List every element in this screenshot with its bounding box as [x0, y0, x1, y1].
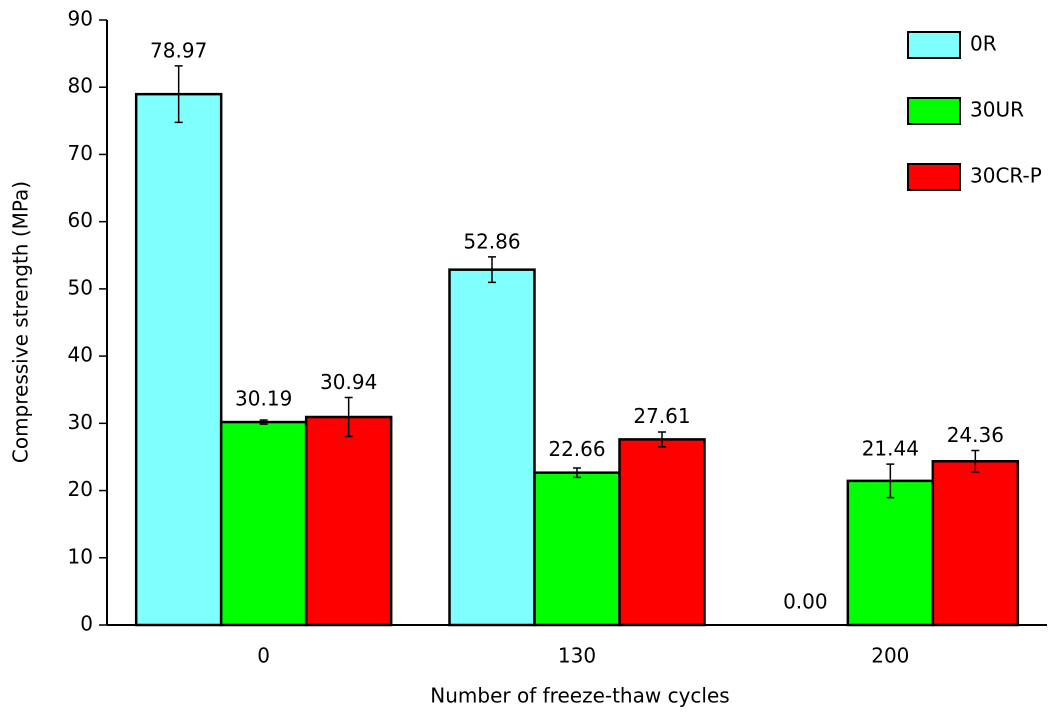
legend-swatch: [907, 163, 961, 191]
x-tick-label: 200: [871, 644, 909, 668]
legend-swatch: [907, 31, 961, 59]
y-tick-label: 90: [68, 7, 93, 31]
y-tick-label: 30: [68, 410, 93, 434]
bar: [533, 471, 621, 627]
error-bar: [573, 467, 581, 479]
value-label: 30.94: [320, 370, 377, 394]
y-tick-label: 60: [68, 208, 93, 232]
bar: [931, 459, 1020, 627]
x-axis-label: Number of freeze-thaw cycles: [430, 684, 729, 708]
error-bar: [344, 396, 353, 438]
error-bar: [488, 256, 496, 284]
error-bar: [971, 449, 980, 473]
error-bar: [886, 463, 895, 499]
value-label: 0.00: [783, 590, 828, 614]
value-label: 24.36: [947, 423, 1004, 447]
value-label: 78.97: [150, 38, 207, 62]
x-tick-label: 130: [558, 644, 596, 668]
error-bar: [259, 419, 268, 425]
y-tick-label: 10: [68, 544, 93, 568]
legend-label: 30UR: [970, 98, 1024, 122]
value-label: 21.44: [862, 437, 919, 461]
bar: [219, 420, 308, 627]
y-axis-label: Compressive strength (MPa): [9, 181, 33, 463]
error-bar: [174, 65, 183, 124]
value-label: 22.66: [548, 437, 605, 461]
error-bar: [658, 431, 666, 448]
y-tick-label: 50: [68, 275, 93, 299]
value-label: 52.86: [463, 229, 520, 253]
bar: [846, 479, 935, 627]
y-tick-label: 80: [68, 74, 93, 98]
value-label: 27.61: [633, 404, 690, 428]
bar: [618, 438, 706, 627]
y-tick-label: 40: [68, 343, 93, 367]
x-tick-label: 0: [257, 644, 270, 668]
bar: [448, 268, 536, 627]
y-tick-label: 70: [68, 141, 93, 165]
legend-swatch: [907, 97, 961, 125]
y-tick-label: 20: [68, 477, 93, 501]
legend-label: 30CR-P: [970, 164, 1042, 188]
legend-label: 0R: [970, 32, 997, 56]
bar: [304, 415, 393, 627]
y-tick-label: 0: [80, 612, 93, 636]
bar: [134, 92, 223, 627]
value-label: 30.19: [235, 387, 292, 411]
